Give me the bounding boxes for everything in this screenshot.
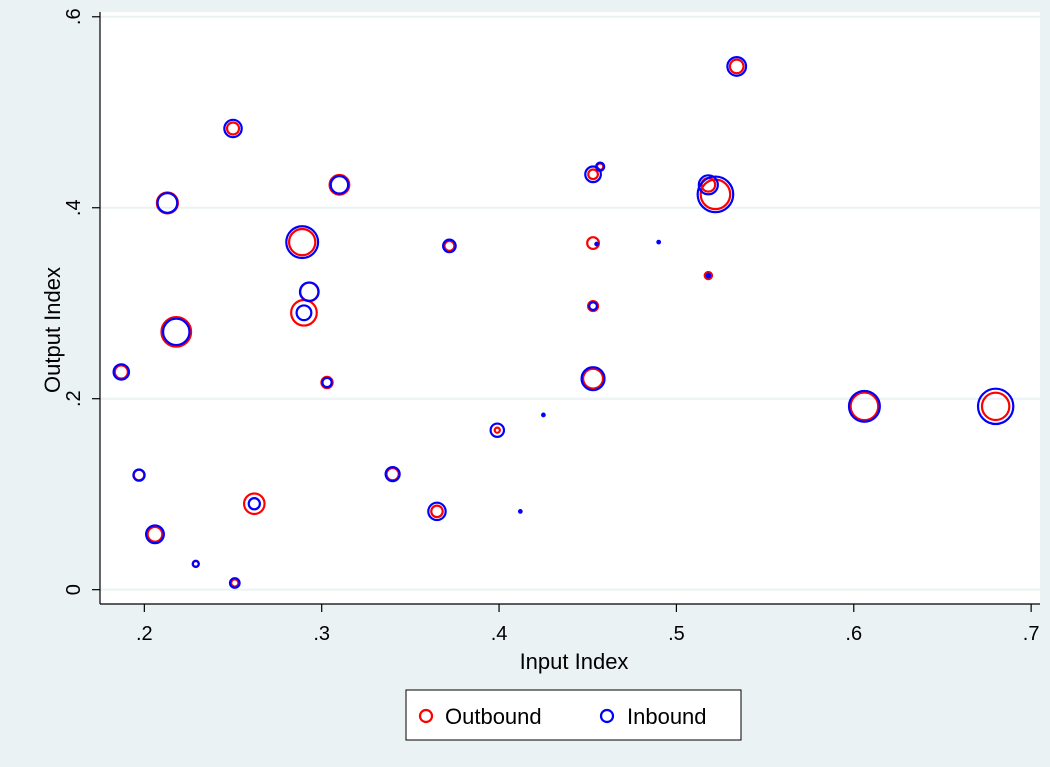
outbound-bubble-0 (728, 58, 745, 75)
inbound-bubble-7 (295, 304, 313, 322)
plot-area (100, 12, 1040, 604)
inbound-bubble-11 (489, 422, 506, 438)
legend-marker-outbound (418, 708, 434, 724)
inbound-bubble-8 (298, 281, 320, 303)
outbound-bubble-27 (849, 391, 880, 422)
inbound-bubble-31 (656, 239, 662, 245)
outbound-bubble-15 (146, 525, 164, 543)
y-tick-label-3: .6 (63, 8, 85, 25)
gridlines (100, 15, 1040, 591)
x-tick-label-0: .2 (136, 623, 153, 645)
outbound-bubble-5 (443, 239, 456, 252)
outbound-bubble-26 (703, 270, 714, 281)
y-tick-label-1: .2 (63, 390, 85, 407)
y-axis-title: Output Index (40, 267, 65, 393)
inbound-bubble-6 (161, 317, 191, 347)
inbound-bubble-2 (156, 192, 179, 214)
inbound-bubble-26 (847, 389, 881, 423)
axes: .2 .3 .4 .5 .6 .7 0 .2 .4 .6 (63, 8, 1040, 645)
outbound-bubble-9 (113, 364, 129, 380)
inbound-bubble-18 (228, 577, 241, 589)
inbound-bubble-20 (595, 161, 606, 172)
legend-box (405, 689, 742, 741)
inbound-bubble-10 (321, 376, 333, 389)
outbound-bubble-14 (242, 492, 266, 516)
inbound-bubble-15 (145, 524, 165, 545)
inbound-bubble-5 (442, 238, 457, 254)
x-tick-label-1: .3 (313, 623, 330, 645)
x-axis-title: Input Index (520, 649, 629, 674)
inbound-bubble-13 (384, 466, 401, 483)
inbound-bubble-17 (191, 559, 200, 568)
inbound-bubble-29 (541, 412, 546, 418)
y-tick-label-0: 0 (63, 584, 85, 595)
outbound-bubble-6 (160, 315, 193, 348)
outbound-bubble-28 (980, 391, 1011, 422)
inbound-bubble-16 (427, 501, 447, 522)
legend-label-inbound: Inbound (627, 704, 707, 729)
inbound-bubble-27 (976, 387, 1015, 426)
outbound-bubble-1 (225, 121, 241, 136)
legend-marker-inbound (599, 708, 615, 724)
outbound-bubble-16 (430, 504, 444, 519)
y-tick-label-2: .4 (63, 199, 85, 216)
inbound-bubble-19 (584, 165, 602, 184)
inbound-bubble-22 (580, 366, 606, 392)
inbound-bubble-3 (329, 175, 350, 195)
outbound-bubble-11 (493, 426, 501, 434)
outbound-bubble-21 (586, 236, 601, 251)
inbound-bubble-23 (697, 174, 719, 196)
inbound-bubble-1 (223, 118, 243, 139)
outbound-bubble-4 (287, 227, 317, 257)
bubble-series (112, 56, 1015, 589)
inbound-bubble-21 (588, 301, 598, 312)
inbound-bubble-14 (247, 497, 261, 511)
legend: Outbound Inbound (405, 689, 742, 741)
inbound-bubble-25 (705, 272, 712, 279)
x-tick-label-2: .4 (491, 623, 508, 645)
x-tick-label-4: .6 (845, 623, 862, 645)
inbound-bubble-24 (696, 175, 735, 214)
legend-label-outbound: Outbound (445, 704, 542, 729)
inbound-bubble-4 (285, 225, 320, 260)
x-tick-label-5: .7 (1023, 623, 1040, 645)
outbound-bubble-3 (328, 173, 351, 196)
outbound-bubble-22 (586, 300, 600, 313)
inbound-bubble-0 (726, 56, 748, 77)
outbound-bubble-18 (230, 578, 240, 588)
inbound-bubble-30 (517, 508, 523, 514)
outbound-bubble-23 (582, 367, 605, 390)
inbound-bubble-9 (112, 363, 131, 381)
inbound-bubble-28 (594, 241, 599, 247)
outbound-bubble-19 (587, 168, 599, 181)
x-tick-label-3: .5 (668, 623, 685, 645)
inbound-bubble-12 (132, 468, 146, 482)
